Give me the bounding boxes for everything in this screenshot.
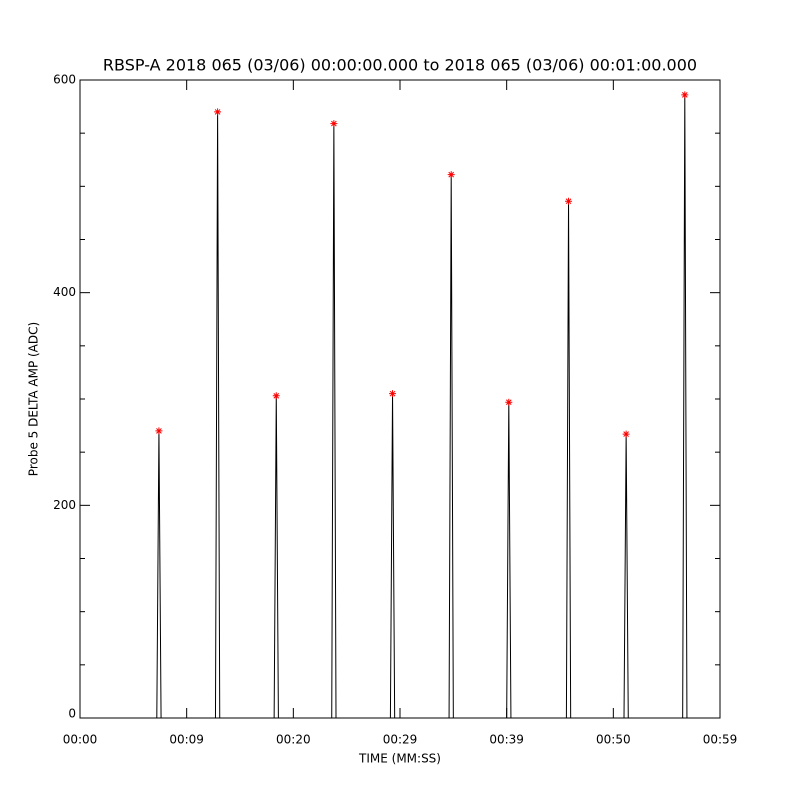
- data-line: [112, 94, 708, 719]
- x-tick-label: 00:20: [276, 733, 311, 747]
- peak-marker: [389, 390, 397, 398]
- peak-marker: [214, 108, 222, 116]
- peak-marker: [681, 91, 689, 99]
- peak-marker: [330, 120, 338, 128]
- y-tick-label: 600: [53, 73, 76, 87]
- peak-marker: [447, 171, 455, 179]
- y-tick-label: 400: [53, 285, 76, 299]
- y-tick-label: 200: [53, 498, 76, 512]
- peak-marker: [505, 398, 513, 406]
- x-tick-label: 00:09: [169, 733, 204, 747]
- peak-marker: [272, 392, 280, 400]
- peak-marker: [565, 197, 573, 205]
- x-tick-label: 00:29: [383, 733, 418, 747]
- x-tick-label: 00:00: [63, 733, 98, 747]
- x-tick-label: 00:59: [703, 733, 738, 747]
- x-tick-label: 00:50: [596, 733, 631, 747]
- plot-frame: [79, 79, 721, 719]
- y-tick-label: 0: [68, 707, 76, 721]
- peak-marker: [622, 430, 630, 438]
- peak-marker: [155, 427, 163, 435]
- x-axis-label: TIME (MM:SS): [358, 752, 441, 766]
- x-tick-label: 00:39: [489, 733, 524, 747]
- chart-title: RBSP-A 2018 065 (03/06) 00:00:00.000 to …: [103, 56, 697, 75]
- y-axis-label: Probe 5 DELTA AMP (ADC): [27, 322, 41, 476]
